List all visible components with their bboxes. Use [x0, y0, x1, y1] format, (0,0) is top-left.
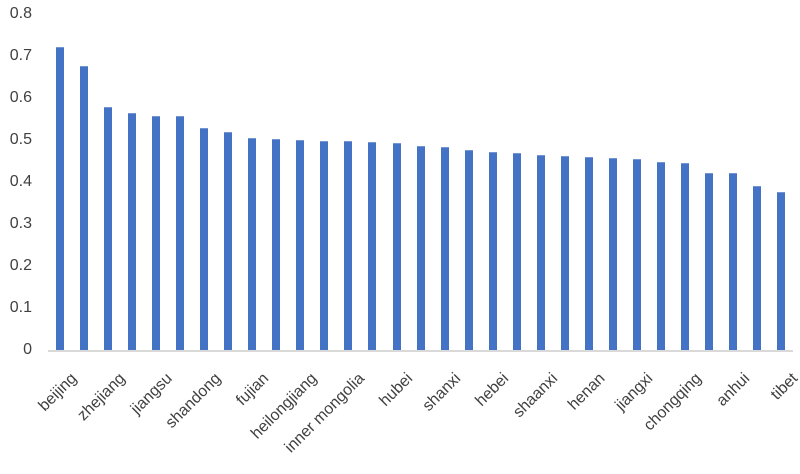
x-tick-label-heilongjiang: heilongjiang [247, 370, 321, 443]
bar-shaanxi [536, 154, 545, 350]
bar-rank-30 [753, 185, 761, 350]
bar-jiangxi [632, 159, 641, 350]
bar-rank-20 [512, 153, 521, 350]
x-tick-label-henan: henan [565, 370, 609, 414]
bar-rank-6 [176, 115, 185, 350]
bar-inner-mongolia [344, 141, 353, 350]
x-tick-label-shanxi: shanxi [419, 370, 465, 415]
x-tick-label-hubei: hubei [376, 370, 417, 410]
bar-tibet [777, 191, 785, 350]
x-tick-label-hebei: hebei [472, 370, 513, 410]
bar-rank-24 [608, 157, 617, 350]
bar-fujian [248, 137, 257, 350]
x-tick-label-inner-mongolia: inner mongolia [282, 370, 369, 457]
bar-hebei [488, 151, 497, 350]
y-tick-label: 0.1 [9, 299, 32, 316]
x-tick-label-zhejiang: zhejiang [73, 370, 129, 425]
bar-rank-28 [704, 172, 713, 350]
bar-rank-8 [224, 131, 233, 350]
bar-shanxi [440, 147, 449, 350]
bar-rank-22 [560, 155, 569, 350]
y-tick-label: 0.6 [9, 89, 32, 106]
plot-area [48, 14, 793, 352]
bar-zhejiang [104, 107, 113, 350]
x-tick-label-anhui: anhui [713, 370, 753, 410]
y-tick-label: 0.2 [9, 257, 32, 274]
x-tick-label-fujian: fujian [233, 370, 273, 410]
y-axis: 0 0.1 0.2 0.3 0.4 0.5 0.6 0.7 0.8 [0, 0, 32, 474]
y-tick-label: 0 [23, 341, 32, 358]
bar-rank-18 [464, 150, 473, 350]
bar-beijing [56, 46, 64, 350]
bar-rank-14 [368, 142, 377, 350]
y-tick-label: 0.4 [9, 173, 32, 190]
x-tick-label-tibet: tibet [767, 370, 800, 404]
bar-heilongjiang [296, 139, 305, 350]
bar-anhui [728, 173, 737, 350]
x-tick-label-shaanxi: shaanxi [509, 370, 561, 422]
bar-rank-26 [656, 162, 665, 350]
y-tick-label: 0.3 [9, 215, 32, 232]
x-tick-label-chongqing: chongqing [640, 370, 705, 435]
y-tick-label: 0.8 [9, 5, 32, 22]
bar-rank-4 [128, 113, 137, 350]
bar-shandong [200, 127, 209, 350]
x-tick-label-shandong: shandong [162, 370, 225, 432]
bar-rank-16 [416, 145, 425, 350]
bar-hubei [392, 142, 401, 350]
bar-rank-2 [80, 65, 88, 350]
bar-chongqing [680, 163, 689, 350]
bar-henan [584, 157, 593, 350]
bar-jiangsu [152, 115, 161, 350]
x-tick-label-jiangsu: jiangsu [128, 370, 177, 418]
bar-rank-12 [320, 140, 329, 350]
y-tick-label: 0.5 [9, 131, 32, 148]
y-tick-label: 0.7 [9, 47, 32, 64]
x-tick-label-beijing: beijing [35, 370, 81, 415]
x-tick-label-jiangxi: jiangxi [612, 370, 657, 415]
bar-rank-10 [272, 139, 281, 350]
